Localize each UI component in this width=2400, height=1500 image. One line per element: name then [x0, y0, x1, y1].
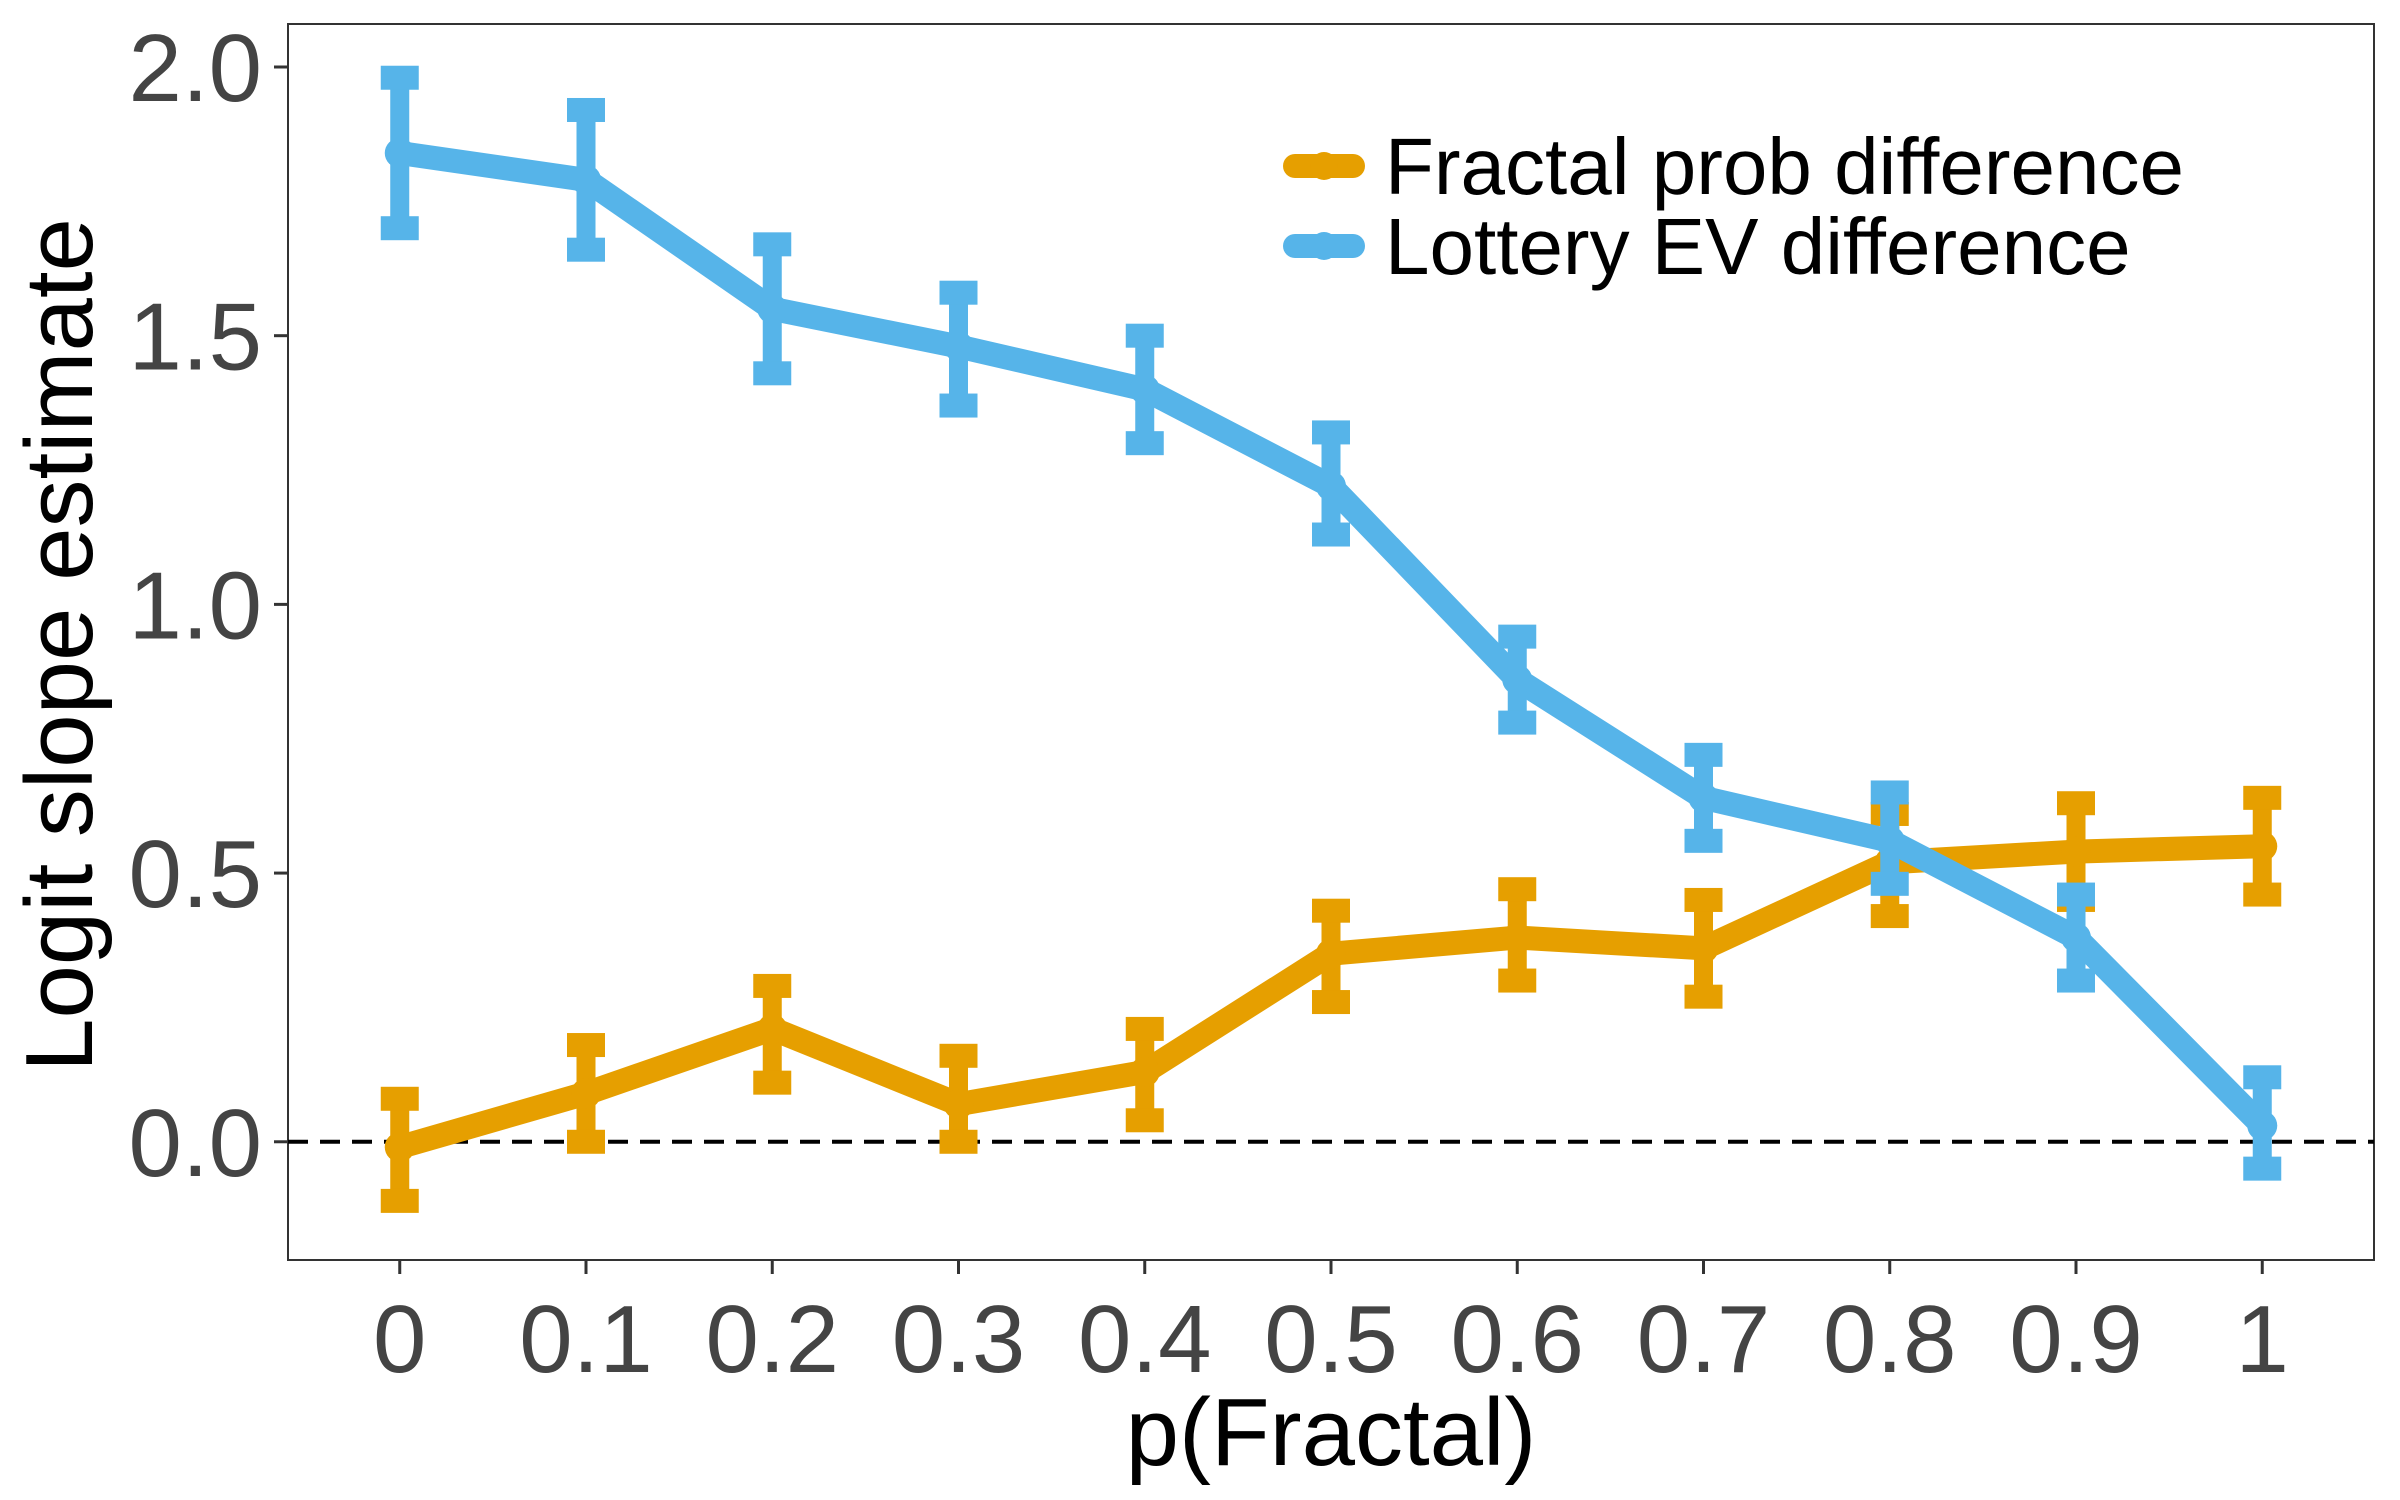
- y-tick-label: 1.0: [129, 552, 262, 659]
- error-bar-lower-cap: [1684, 984, 1723, 1009]
- x-tick-label: 0: [373, 1286, 426, 1393]
- x-axis: 0 0.1 0.2 0.3 0.4 0.5 0.6 0.7 0.8 0.9 1: [373, 1260, 2289, 1393]
- error-bar-upper-cap: [2243, 1065, 2282, 1090]
- data-point: [1129, 374, 1160, 405]
- y-axis: 0.0 0.5 1.0 1.5 2.0: [129, 15, 288, 1197]
- y-tick-label: 0.5: [129, 821, 262, 928]
- error-bar-lower-cap: [1870, 904, 1909, 929]
- error-bar-upper-cap: [1684, 887, 1723, 912]
- y-tick-label: 0.0: [129, 1090, 262, 1197]
- data-point: [1502, 664, 1533, 695]
- error-bar-lower-cap: [939, 1129, 978, 1154]
- y-tick-label: 2.0: [129, 15, 262, 122]
- data-point: [2061, 922, 2091, 953]
- error-bar-upper-cap: [1498, 877, 1537, 902]
- error-bar-lower-cap: [380, 216, 419, 241]
- x-tick-label: 0.2: [706, 1286, 839, 1393]
- legend-swatch-point: [1310, 232, 1338, 260]
- data-point: [384, 137, 415, 168]
- data-point: [2247, 831, 2278, 862]
- x-tick-label: 0.4: [1078, 1286, 1211, 1393]
- error-bar-upper-cap: [2057, 882, 2095, 907]
- error-bar-upper-cap: [1684, 742, 1723, 767]
- y-axis-title: Logit slope estimate: [6, 218, 113, 1072]
- data-point: [757, 293, 788, 324]
- error-bar-upper-cap: [753, 232, 792, 257]
- y-tick-label: 1.5: [129, 284, 262, 391]
- error-bar-upper-cap: [1312, 420, 1350, 445]
- error-bar-lower-cap: [753, 1070, 792, 1095]
- series-fractal-prob-difference: [380, 785, 2282, 1213]
- error-bar-lower-cap: [1125, 1108, 1164, 1133]
- error-bar-upper-cap: [2243, 785, 2282, 810]
- error-bar-upper-cap: [1498, 624, 1537, 649]
- data-point: [2247, 1110, 2278, 1141]
- x-tick-label: 0.5: [1264, 1286, 1397, 1393]
- x-tick-label: 0.9: [2009, 1286, 2142, 1393]
- data-point: [943, 1089, 974, 1120]
- error-bar-lower-cap: [1498, 968, 1537, 993]
- error-bar-upper-cap: [753, 973, 792, 998]
- error-bar-lower-cap: [2243, 1156, 2282, 1181]
- error-bar-lower-cap: [2057, 968, 2095, 993]
- x-tick-label: 0.8: [1823, 1286, 1956, 1393]
- error-bar-upper-cap: [380, 65, 419, 90]
- legend-item: Fractal prob difference: [1283, 122, 2184, 211]
- data-point: [1688, 782, 1719, 813]
- data-point: [571, 164, 601, 195]
- error-bar-lower-cap: [567, 237, 605, 262]
- error-bar-lower-cap: [1125, 431, 1164, 456]
- x-tick-label: 0.1: [519, 1286, 652, 1393]
- data-point: [1502, 922, 1533, 953]
- data-point: [1129, 1056, 1160, 1087]
- error-bar-upper-cap: [2057, 791, 2095, 816]
- error-bar-lower-cap: [2243, 882, 2282, 907]
- error-bar-upper-cap: [380, 1086, 419, 1111]
- error-bar-lower-cap: [753, 361, 792, 386]
- legend-label: Lottery EV difference: [1385, 202, 2131, 291]
- error-bar-lower-cap: [939, 393, 978, 418]
- data-point: [943, 331, 974, 362]
- data-point: [384, 1132, 415, 1163]
- series-layer: [380, 65, 2282, 1213]
- data-point: [2061, 836, 2091, 867]
- error-bar-upper-cap: [1870, 780, 1909, 805]
- error-bar-upper-cap: [567, 97, 605, 122]
- error-bar-lower-cap: [1312, 990, 1350, 1015]
- data-point: [757, 1013, 788, 1044]
- data-point: [1688, 933, 1719, 964]
- error-bar-lower-cap: [1684, 828, 1723, 853]
- legend-label: Fractal prob difference: [1385, 122, 2184, 211]
- error-bar-upper-cap: [567, 1033, 605, 1058]
- data-point: [1316, 471, 1346, 502]
- error-bar-lower-cap: [567, 1129, 605, 1154]
- error-bar-upper-cap: [1125, 323, 1164, 348]
- x-tick-label: 0.3: [892, 1286, 1025, 1393]
- error-bar-upper-cap: [1125, 1016, 1164, 1041]
- series-lottery-ev-difference: [380, 65, 2282, 1181]
- error-bar-lower-cap: [1870, 871, 1909, 896]
- error-bar-lower-cap: [1312, 522, 1350, 547]
- data-point: [571, 1078, 601, 1109]
- x-tick-label: 0.7: [1637, 1286, 1770, 1393]
- x-tick-label: 0.6: [1451, 1286, 1584, 1393]
- x-axis-title: p(Fractal): [1126, 1379, 1537, 1486]
- legend-item: Lottery EV difference: [1283, 202, 2131, 291]
- error-bar-upper-cap: [939, 1043, 978, 1068]
- legend-swatch-point: [1310, 152, 1338, 180]
- error-bar-upper-cap: [1312, 898, 1350, 923]
- data-point: [1316, 938, 1346, 969]
- data-point: [1874, 825, 1905, 856]
- error-bar-upper-cap: [939, 280, 978, 305]
- x-tick-label: 1: [2236, 1286, 2289, 1393]
- error-bar-lower-cap: [1498, 710, 1537, 735]
- error-bar-lower-cap: [380, 1188, 419, 1213]
